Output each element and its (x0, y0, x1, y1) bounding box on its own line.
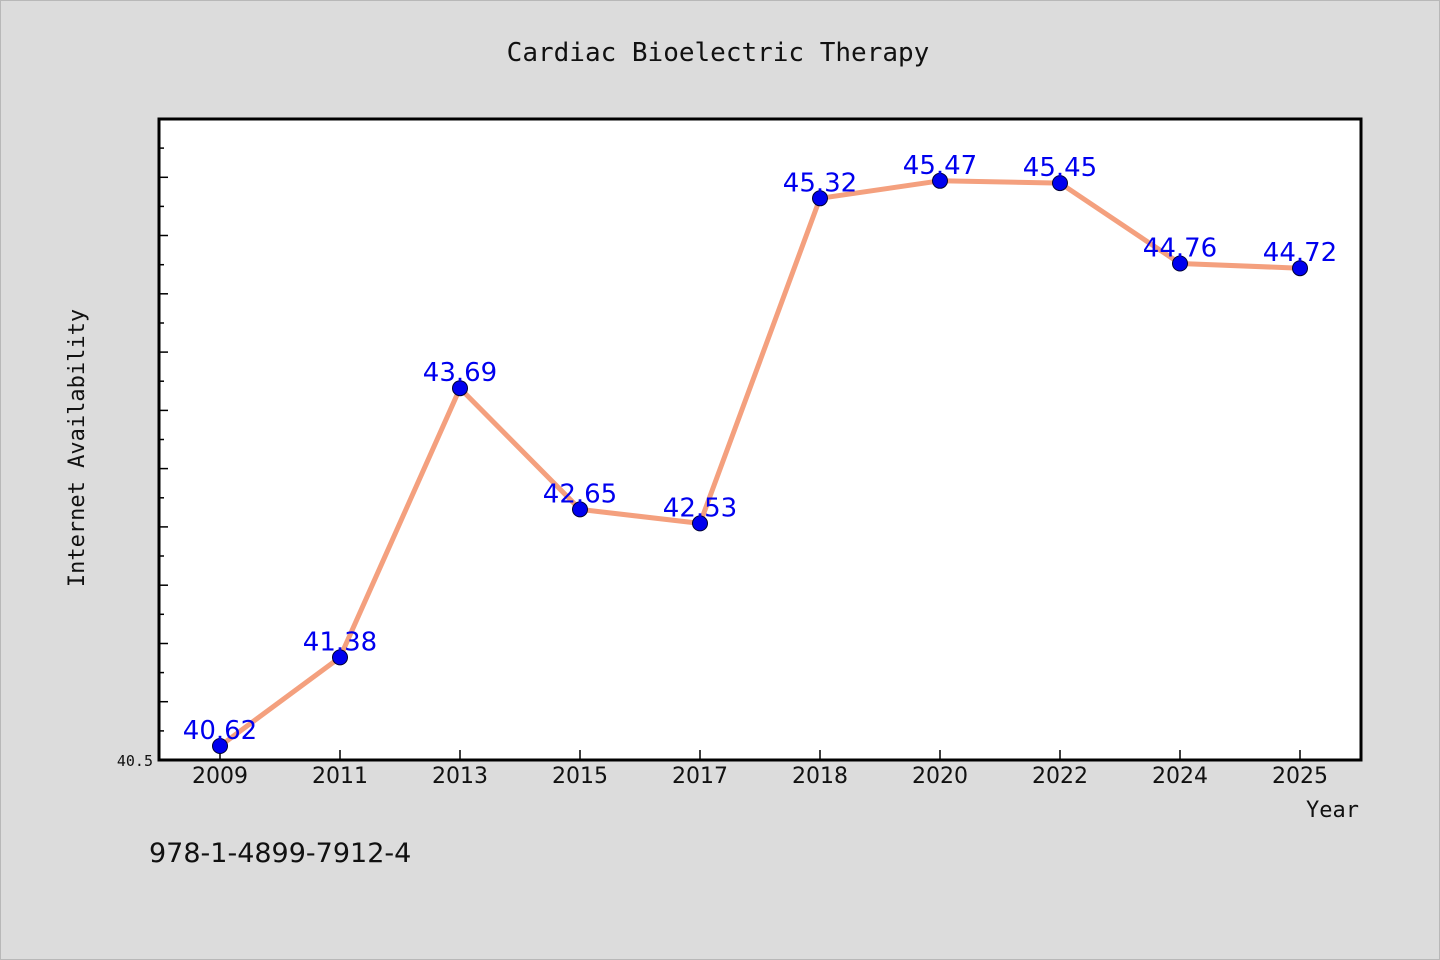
x-tick-label: 2024 (1152, 764, 1208, 789)
y-axis-ticks (159, 147, 168, 761)
x-tick-label: 2017 (672, 764, 728, 789)
data-label: 42.65 (543, 479, 617, 509)
x-tick-label: 2015 (552, 764, 608, 789)
x-axis-label: Year (1306, 798, 1359, 823)
data-point-marker (1292, 260, 1308, 277)
x-tick-label: 2022 (1032, 764, 1088, 789)
plot-area (157, 117, 1363, 762)
data-point-marker (692, 515, 708, 532)
x-axis-ticks (219, 750, 1301, 760)
y-axis-label: Internet Availability (65, 309, 90, 587)
data-label: 44.76 (1143, 234, 1217, 264)
data-point-marker (812, 190, 828, 207)
data-point-marker (1172, 255, 1188, 272)
x-tick-label: 2025 (1272, 764, 1328, 789)
data-label: 40.62 (183, 716, 257, 746)
markers-group (212, 172, 1308, 754)
series-line (217, 178, 1303, 749)
data-label: 45.45 (1023, 153, 1097, 183)
chart-title: Cardiac Bioelectric Therapy (507, 38, 930, 68)
data-point-marker (212, 738, 228, 754)
data-point-marker (332, 649, 348, 666)
data-point-marker (572, 501, 588, 518)
series-line-group (217, 178, 1303, 749)
data-label: 45.32 (783, 168, 857, 198)
data-point-marker (932, 172, 948, 189)
data-label: 43.69 (423, 358, 497, 388)
x-axis-tick-labels: 2009 2011 2013 2015 2017 2018 2020 2022 2024 2025 (192, 764, 1328, 789)
x-tick-label: 2009 (192, 764, 248, 789)
data-label: 41.38 (303, 627, 377, 657)
x-tick-label: 2013 (432, 764, 488, 789)
y-tick-label: 40.5 (117, 752, 153, 770)
x-tick-label: 2020 (912, 764, 968, 789)
x-tick-label: 2011 (312, 764, 368, 789)
data-label: 42.53 (663, 493, 737, 523)
isbn-text: 978-1-4899-7912-4 (149, 838, 411, 869)
data-labels-group: 40.62 41.38 43.69 42.65 42.53 45.32 45.47 45.45… (183, 151, 1337, 746)
data-label: 44.72 (1263, 238, 1337, 268)
data-point-marker (1052, 175, 1068, 192)
data-label: 45.47 (903, 151, 977, 181)
data-point-marker (452, 380, 468, 397)
x-tick-label: 2018 (792, 764, 848, 789)
